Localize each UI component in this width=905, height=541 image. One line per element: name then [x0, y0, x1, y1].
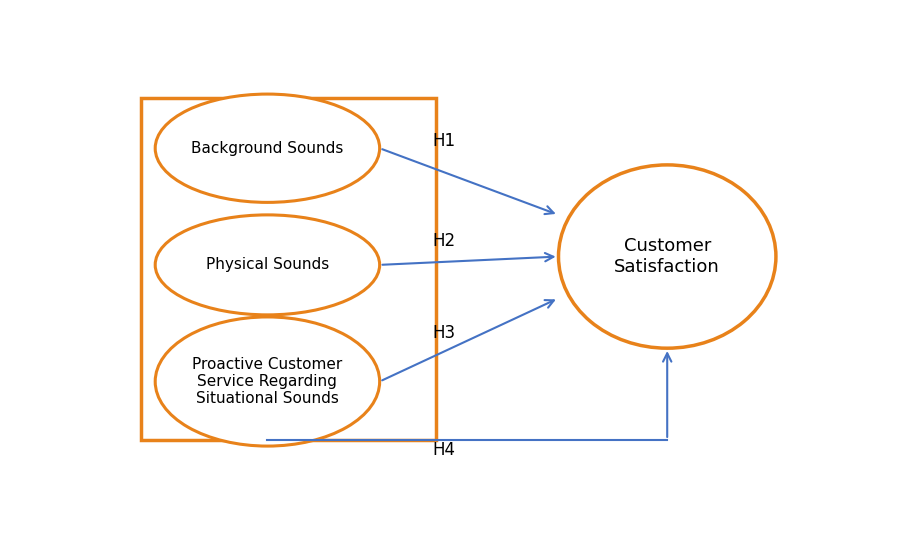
- Text: Proactive Customer
Service Regarding
Situational Sounds: Proactive Customer Service Regarding Sit…: [192, 357, 343, 406]
- Text: Customer
Satisfaction: Customer Satisfaction: [614, 237, 720, 276]
- FancyBboxPatch shape: [141, 98, 436, 440]
- Ellipse shape: [156, 317, 380, 446]
- Text: Physical Sounds: Physical Sounds: [205, 258, 329, 272]
- Text: H2: H2: [433, 232, 455, 250]
- Text: H1: H1: [433, 133, 455, 150]
- Ellipse shape: [156, 94, 380, 202]
- Ellipse shape: [156, 215, 380, 315]
- Text: Background Sounds: Background Sounds: [191, 141, 344, 156]
- Ellipse shape: [558, 165, 776, 348]
- Text: H4: H4: [433, 441, 455, 459]
- Text: H3: H3: [433, 324, 455, 342]
